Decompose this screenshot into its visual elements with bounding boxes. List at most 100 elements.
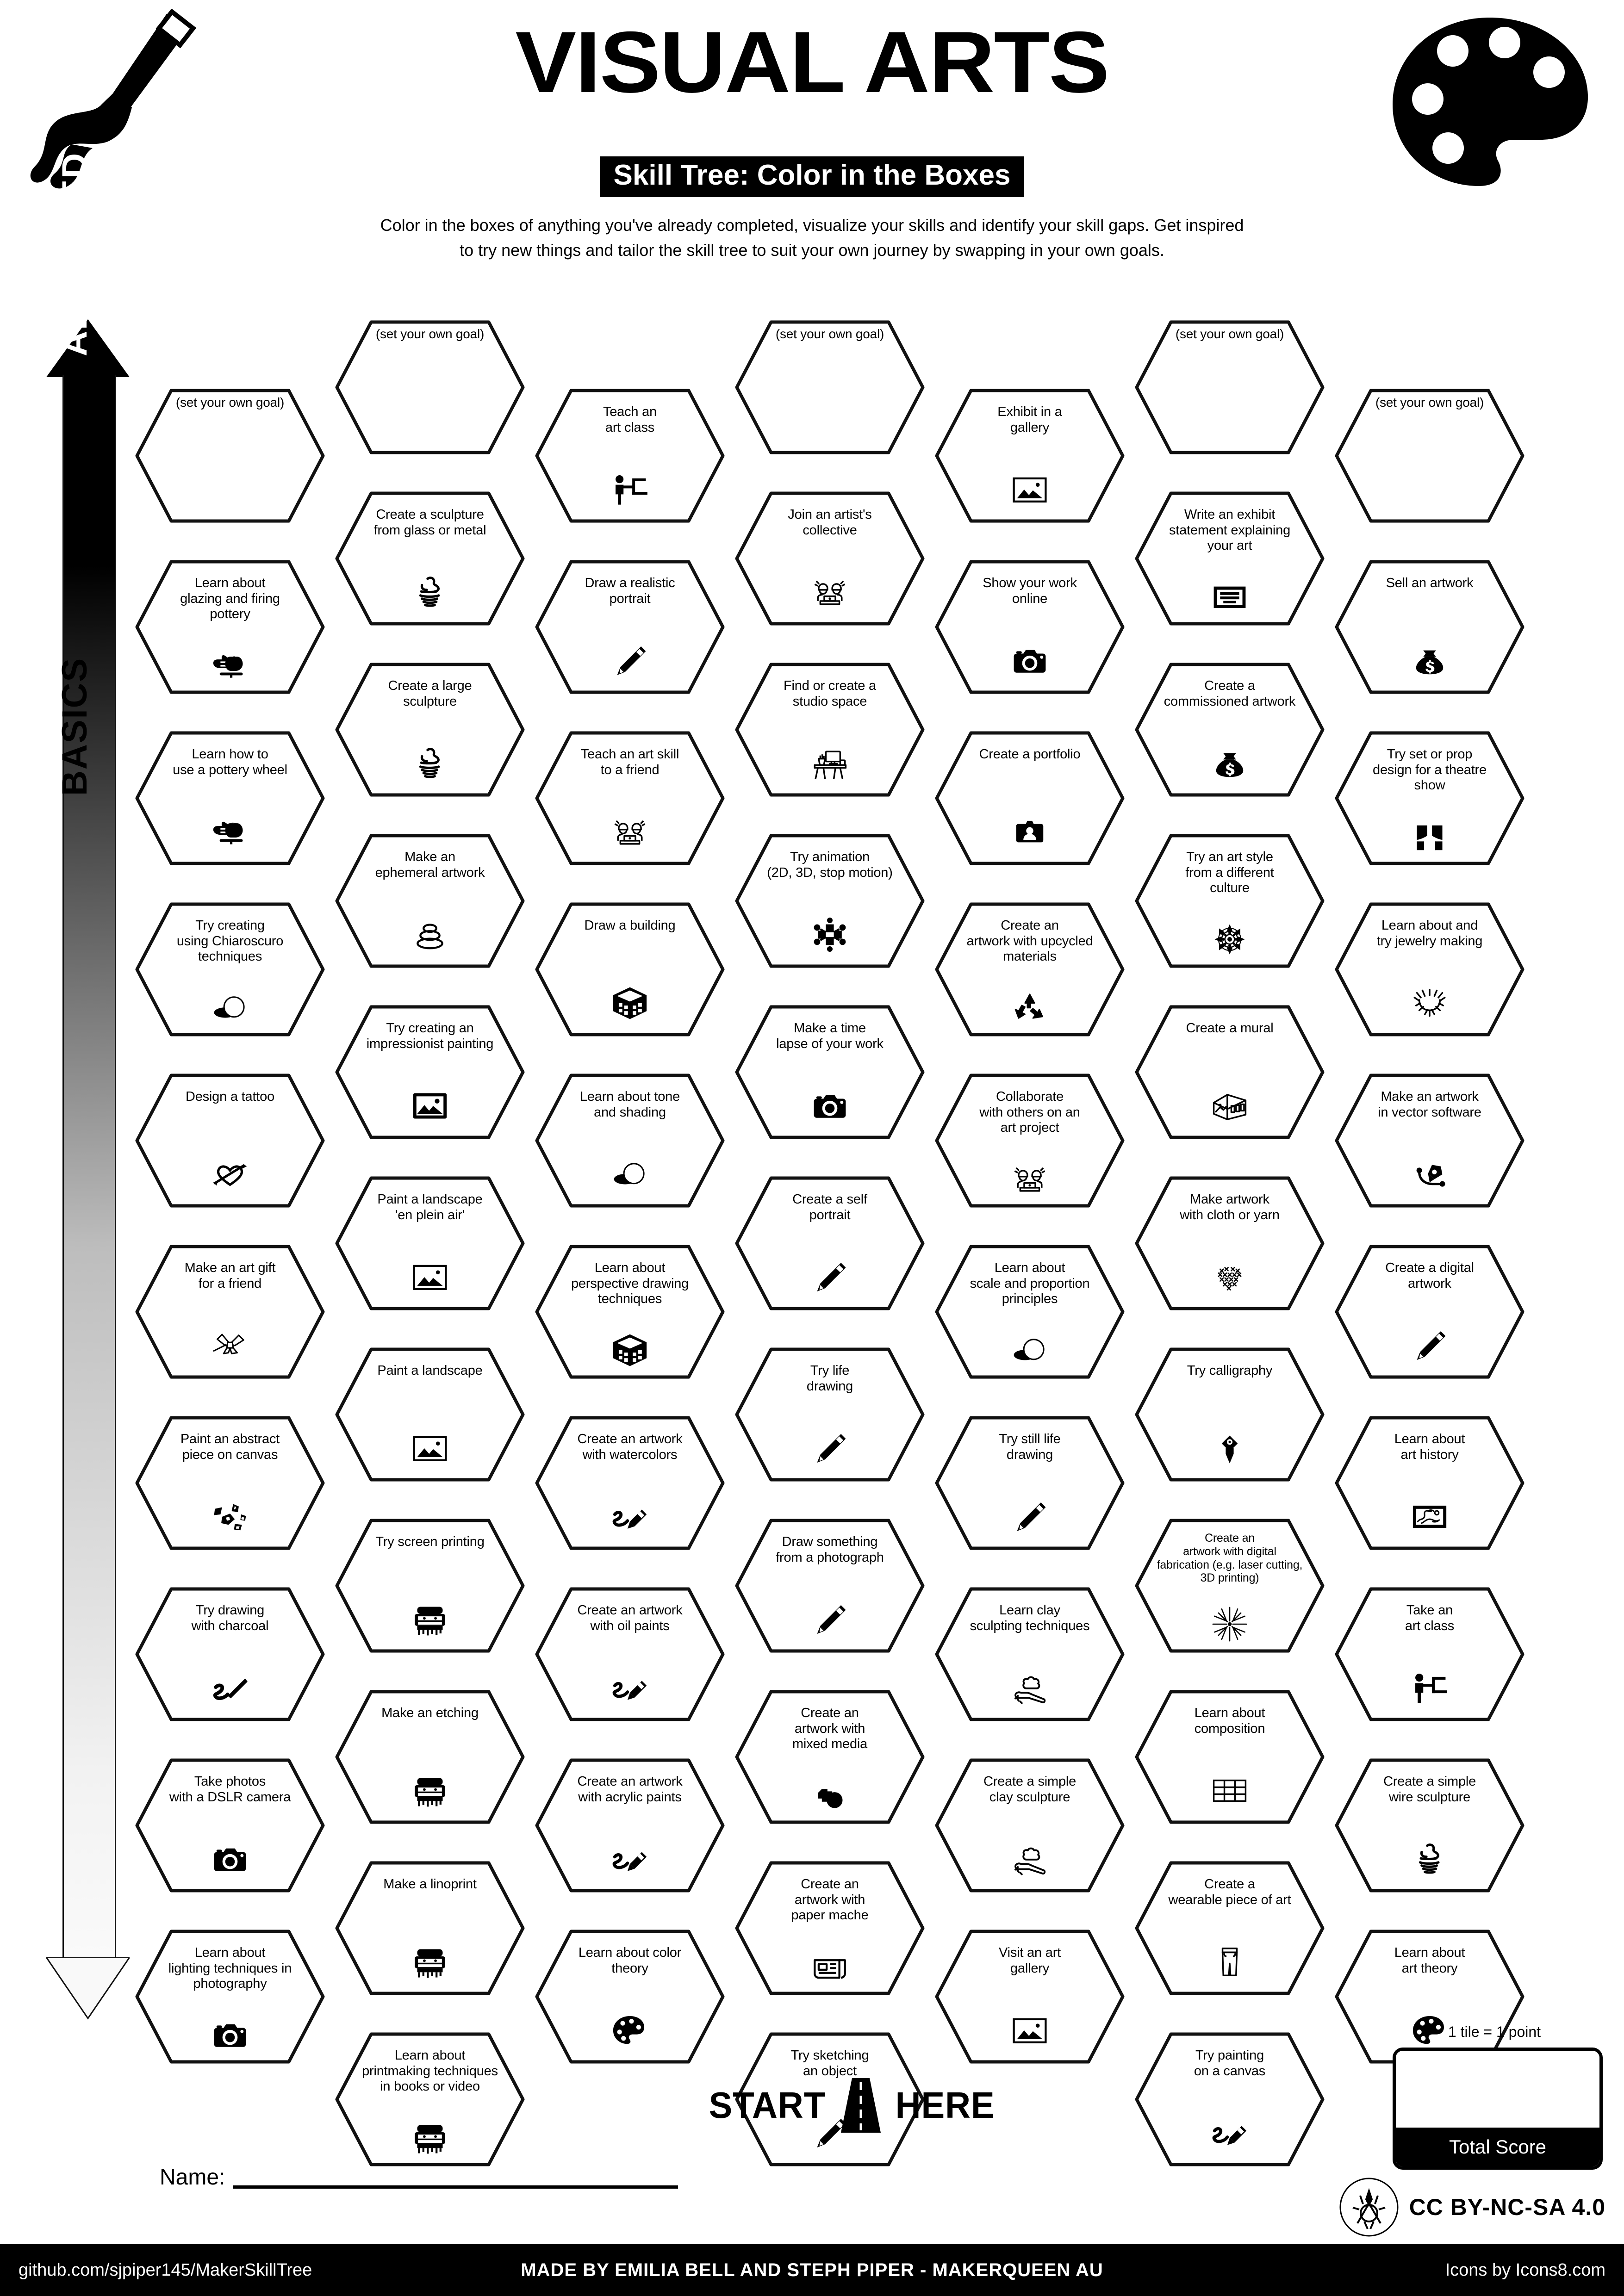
skill-tile[interactable]: Create a simple wire sculpture xyxy=(1335,1758,1524,1893)
skill-tile[interactable]: Create a digital artwork xyxy=(1335,1245,1524,1379)
skill-tile[interactable]: Sell an artwork xyxy=(1335,560,1524,694)
skill-tile[interactable]: Create an artwork with upcycled materials xyxy=(935,902,1125,1036)
skill-tile-goal-placeholder[interactable]: (set your own goal) xyxy=(1335,389,1524,523)
skill-tile[interactable]: Try calligraphy xyxy=(1135,1347,1325,1482)
skill-tile[interactable]: Design a tattoo xyxy=(135,1074,325,1208)
skill-tile[interactable]: Make artwork with cloth or yarn xyxy=(1135,1176,1325,1310)
skill-tile[interactable]: Create a large sculpture xyxy=(335,663,525,797)
skill-tile[interactable]: Show your work online xyxy=(935,560,1125,694)
skill-tile[interactable]: Paint an abstract piece on canvas xyxy=(135,1416,325,1550)
skill-tile[interactable]: Join an artist's collective xyxy=(735,491,925,626)
skill-tile[interactable]: Learn about art theory xyxy=(1335,1930,1524,2064)
skill-tile-label: Exhibit in a gallery xyxy=(997,404,1062,435)
skill-tile[interactable]: Try drawing with charcoal xyxy=(135,1587,325,1721)
skill-tile[interactable]: Draw a building xyxy=(535,902,725,1036)
skill-tile[interactable]: Make a time lapse of your work xyxy=(735,1005,925,1139)
nib-pen-icon xyxy=(1135,1426,1325,1471)
skill-tile-goal-placeholder[interactable]: (set your own goal) xyxy=(735,320,925,454)
skill-tile[interactable]: Make an etching xyxy=(335,1690,525,1824)
skill-tile[interactable]: Learn clay sculpting techniques xyxy=(935,1587,1125,1721)
skill-tile[interactable]: Try life drawing xyxy=(735,1347,925,1482)
charcoal-stroke-icon xyxy=(135,1666,325,1710)
skill-tile[interactable]: Learn about and try jewelry making xyxy=(1335,902,1524,1036)
skill-tile-goal-placeholder[interactable]: (set your own goal) xyxy=(135,389,325,523)
skill-tile[interactable]: Create a portfolio xyxy=(935,731,1125,865)
skill-tile[interactable]: Create a commissioned artwork xyxy=(1135,663,1325,797)
skill-tile[interactable]: Learn about tone and shading xyxy=(535,1074,725,1208)
footer-icons-credit[interactable]: Icons by Icons8.com xyxy=(1445,2260,1605,2280)
skill-tile[interactable]: Try painting on a canvas xyxy=(1135,2032,1325,2166)
skill-tile[interactable]: Draw something from a photograph xyxy=(735,1519,925,1653)
skill-tile[interactable]: Write an exhibit statement explaining your… xyxy=(1135,491,1325,626)
skill-tile[interactable]: Learn about glazing and firing pottery xyxy=(135,560,325,694)
skill-tile[interactable]: Create a mural xyxy=(1135,1005,1325,1139)
skill-tile[interactable]: Create an artwork with watercolors xyxy=(535,1416,725,1550)
skill-tile-label: Create a simple clay sculpture xyxy=(983,1774,1076,1805)
skill-tile[interactable]: Try screen printing xyxy=(335,1519,525,1653)
skill-tile[interactable]: Make a linoprint xyxy=(335,1861,525,1995)
skill-tile[interactable]: Learn about perspective drawing techniques xyxy=(535,1245,725,1379)
skill-tile[interactable]: Try an art style from a different culture xyxy=(1135,834,1325,968)
skill-tile-label: (set your own goal) xyxy=(1375,395,1484,410)
footer-repo-link[interactable]: github.com/sjpiper145/MakerSkillTree xyxy=(19,2260,312,2280)
tile-point-note: 1 tile = 1 point xyxy=(1448,2023,1541,2040)
skill-tile[interactable]: Try set or prop design for a theatre show xyxy=(1335,731,1524,865)
skill-tile[interactable]: Exhibit in a gallery xyxy=(935,389,1125,523)
hexagon-shape xyxy=(335,663,525,797)
skill-tile[interactable]: Visit an art gallery xyxy=(935,1930,1125,2064)
skill-tile[interactable]: Paint a landscape'en plein air' xyxy=(335,1176,525,1310)
skill-tile[interactable]: Create a simple clay sculpture xyxy=(935,1758,1125,1893)
score-box[interactable]: 1 tile = 1 point Total Score xyxy=(1393,2023,1603,2170)
hexagon-shape xyxy=(935,389,1125,523)
wire-sculpture-icon xyxy=(335,741,525,786)
cross-stitch-heart-icon xyxy=(1135,1255,1325,1299)
skill-tile[interactable]: Try still life drawing xyxy=(935,1416,1125,1550)
skill-tile[interactable]: Find or create a studio space xyxy=(735,663,925,797)
skill-tile[interactable]: Learn about composition xyxy=(1135,1690,1325,1824)
skill-tile[interactable]: Try animation (2D, 3D, stop motion) xyxy=(735,834,925,968)
skill-tile[interactable]: Make an artwork in vector software xyxy=(1335,1074,1524,1208)
skill-tile-goal-placeholder[interactable]: (set your own goal) xyxy=(1135,320,1325,454)
skill-tile[interactable]: Take photos with a DSLR camera xyxy=(135,1758,325,1893)
skill-tile[interactable]: Collaborate with others on an art project xyxy=(935,1074,1125,1208)
pencil-icon xyxy=(735,2111,925,2155)
skill-tile[interactable]: Paint a landscape xyxy=(335,1347,525,1482)
skill-tile[interactable]: Take an art class xyxy=(1335,1587,1524,1721)
skill-tile-label: Make artwork with cloth or yarn xyxy=(1180,1192,1280,1222)
name-input-line[interactable] xyxy=(233,2179,678,2189)
document-lines-icon xyxy=(1135,575,1325,619)
skill-tile[interactable]: Make an art gift for a friend xyxy=(135,1245,325,1379)
skill-tile[interactable]: Create an artwork with oil paints xyxy=(535,1587,725,1721)
two-people-laptop-icon xyxy=(535,810,725,854)
skill-tile[interactable]: Learn about printmaking techniques in book… xyxy=(335,2032,525,2166)
vector-pen-icon xyxy=(1335,1152,1524,1197)
paintbrush-stroke-icon xyxy=(1135,2111,1325,2155)
skill-tile[interactable]: Create an artwork with acrylic paints xyxy=(535,1758,725,1893)
hexagon-shape xyxy=(735,1861,925,1995)
skill-tile[interactable]: Make an ephemeral artwork xyxy=(335,834,525,968)
skill-tile[interactable]: Learn about color theory xyxy=(535,1930,725,2064)
skill-tile[interactable]: Learn about art history xyxy=(1335,1416,1524,1550)
skill-tile[interactable]: Draw a realistic portrait xyxy=(535,560,725,694)
skill-tile[interactable]: Teach an art skill to a friend xyxy=(535,731,725,865)
skill-tile[interactable]: Learn about scale and proportion principle… xyxy=(935,1245,1125,1379)
skill-tile-label: Try drawing with charcoal xyxy=(191,1603,269,1633)
skill-tile[interactable]: Create a sculpture from glass or metal xyxy=(335,491,525,626)
license-text: CC BY-NC-SA 4.0 xyxy=(1409,2194,1605,2220)
skill-tile[interactable]: Create an artwork with mixed media xyxy=(735,1690,925,1824)
skill-tile[interactable]: Create a wearable piece of art xyxy=(1135,1861,1325,1995)
skill-tile[interactable]: Create a self portrait xyxy=(735,1176,925,1310)
skill-tile-goal-placeholder[interactable]: (set your own goal) xyxy=(335,320,525,454)
skill-tile[interactable]: Try creating using Chiaroscuro techniques xyxy=(135,902,325,1036)
skill-tile[interactable]: Create an artwork with digital fabrication… xyxy=(1135,1519,1325,1653)
skill-tile[interactable]: Learn how to use a pottery wheel xyxy=(135,731,325,865)
skill-tile-label: Make a time lapse of your work xyxy=(776,1021,884,1051)
skill-tile[interactable]: Create an artwork with paper mache xyxy=(735,1861,925,1995)
skill-tile[interactable]: Learn about lighting techniques in photogr… xyxy=(135,1930,325,2064)
hexagon-shape xyxy=(935,560,1125,694)
hexagon-shape xyxy=(535,731,725,865)
skill-tile[interactable]: Try creating an impressionist painting xyxy=(335,1005,525,1139)
skill-tile[interactable]: Teach an art class xyxy=(535,389,725,523)
name-field[interactable]: Name: xyxy=(160,2152,678,2189)
score-frame[interactable]: Total Score xyxy=(1393,2048,1603,2170)
